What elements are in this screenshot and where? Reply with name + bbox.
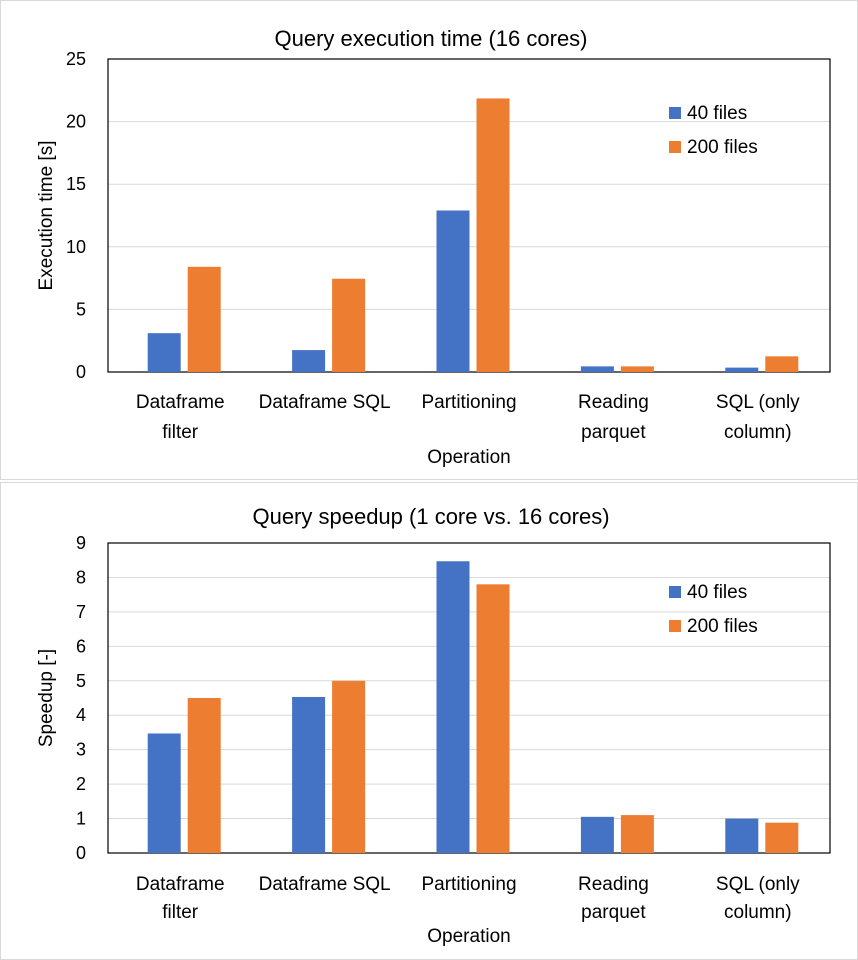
y-tick-label: 1 xyxy=(76,809,86,829)
y-tick-label: 4 xyxy=(76,705,86,725)
y-tick-label: 5 xyxy=(76,299,86,319)
bar-40-files xyxy=(147,333,181,372)
x-category-label: SQL (only xyxy=(716,874,800,895)
x-category-label: filter xyxy=(162,902,199,923)
y-tick-label: 15 xyxy=(66,174,86,194)
bar-200-files xyxy=(187,266,221,372)
y-tick-label: 6 xyxy=(76,636,86,656)
execution-time-chart-panel: Query execution time (16 cores) 0 5 10 15 20 2… xyxy=(0,0,858,480)
y-axis-label: Execution time [s] xyxy=(36,141,57,291)
x-category-label: Dataframe xyxy=(136,392,225,413)
bar-200-files xyxy=(187,698,221,853)
bar-40-files xyxy=(580,366,614,372)
speedup-chart-panel: Query speedup (1 core vs. 16 cores) 0 1 2 3 4… xyxy=(0,482,858,960)
legend-swatch xyxy=(669,620,681,632)
x-category-label: parquet xyxy=(581,902,646,923)
y-tick-label: 5 xyxy=(76,671,86,691)
legend-swatch xyxy=(669,586,681,598)
y-tick-label: 20 xyxy=(66,112,86,132)
bar-40-files xyxy=(292,350,326,372)
bar-40-files xyxy=(725,818,759,853)
bar-40-files xyxy=(436,561,470,853)
chart-title: Query execution time (16 cores) xyxy=(274,26,587,51)
x-category-label: Dataframe SQL xyxy=(259,392,391,413)
bar-40-files xyxy=(147,733,181,853)
speedup-chart: Query speedup (1 core vs. 16 cores) 0 1 2 3 4… xyxy=(36,504,831,947)
y-tick-label: 9 xyxy=(76,533,86,553)
x-category-label: SQL (only xyxy=(716,392,800,413)
x-category-label: Dataframe SQL xyxy=(259,874,391,895)
y-tick-label: 7 xyxy=(76,602,86,622)
x-axis-label: Operation xyxy=(427,447,510,468)
y-tick-label: 25 xyxy=(66,49,86,69)
bar-200-files xyxy=(476,98,510,373)
x-category-label: Partitioning xyxy=(421,874,516,895)
bar-200-files xyxy=(620,366,654,372)
bar-200-files xyxy=(476,584,510,853)
bar-200-files xyxy=(332,680,366,853)
y-tick-label: 2 xyxy=(76,774,86,794)
legend-swatch xyxy=(669,141,681,153)
bar-40-files xyxy=(725,367,759,372)
bar-200-files xyxy=(765,822,799,853)
y-tick-label: 3 xyxy=(76,740,86,760)
legend-label: 200 files xyxy=(687,137,758,158)
legend-label: 200 files xyxy=(687,616,758,637)
chart-title: Query speedup (1 core vs. 16 cores) xyxy=(252,504,609,529)
y-tick-label: 0 xyxy=(76,843,86,863)
x-category-label: Dataframe xyxy=(136,874,225,895)
y-tick-label: 0 xyxy=(76,362,86,382)
bar-40-files xyxy=(292,696,326,853)
x-category-label: column) xyxy=(724,902,792,923)
bar-200-files xyxy=(765,356,799,372)
legend-swatch xyxy=(669,107,681,119)
bar-200-files xyxy=(620,815,654,853)
y-axis-label: Speedup [-] xyxy=(36,649,57,747)
bar-40-files xyxy=(580,816,614,853)
x-category-label: Reading xyxy=(578,874,649,895)
bar-200-files xyxy=(332,278,366,372)
x-category-label: Reading xyxy=(578,392,649,413)
x-category-label: parquet xyxy=(581,422,646,443)
x-category-label: filter xyxy=(162,422,199,443)
y-tick-label: 8 xyxy=(76,567,86,587)
bar-40-files xyxy=(436,210,470,372)
x-category-label: Partitioning xyxy=(421,392,516,413)
x-axis-label: Operation xyxy=(427,926,510,947)
x-category-label: column) xyxy=(724,422,792,443)
execution-time-chart: Query execution time (16 cores) 0 5 10 15 20 2… xyxy=(36,26,831,468)
legend-label: 40 files xyxy=(687,582,747,603)
legend-label: 40 files xyxy=(687,103,747,124)
y-tick-label: 10 xyxy=(66,237,86,257)
